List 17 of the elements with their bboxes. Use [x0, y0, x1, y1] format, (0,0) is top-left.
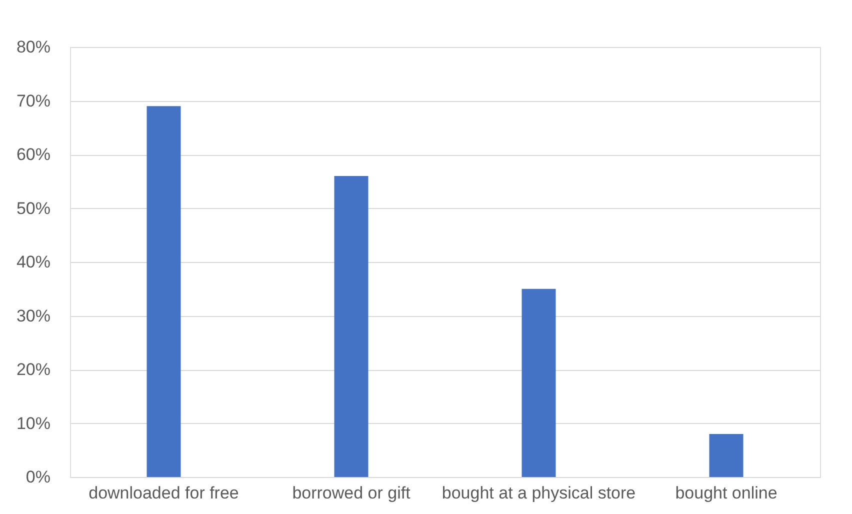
y-tick-label: 60%	[16, 145, 50, 164]
x-tick-label: bought at a physical store	[442, 484, 636, 502]
y-tick-label: 20%	[16, 360, 50, 379]
bar	[522, 288, 556, 477]
bar	[146, 106, 181, 477]
y-tick-label: 0%	[26, 468, 50, 486]
bar	[709, 434, 744, 477]
x-tick-label: borrowed or gift	[292, 484, 411, 502]
y-tick-label: 10%	[16, 414, 50, 433]
x-tick-label: bought online	[675, 484, 778, 502]
x-tick-label: downloaded for free	[88, 484, 239, 502]
y-tick-label: 40%	[16, 252, 50, 272]
y-tick-label: 70%	[16, 91, 50, 110]
y-tick-label: 30%	[16, 306, 50, 326]
bar	[334, 176, 368, 477]
y-tick-label: 80%	[16, 38, 50, 56]
y-tick-label: 50%	[16, 198, 50, 218]
